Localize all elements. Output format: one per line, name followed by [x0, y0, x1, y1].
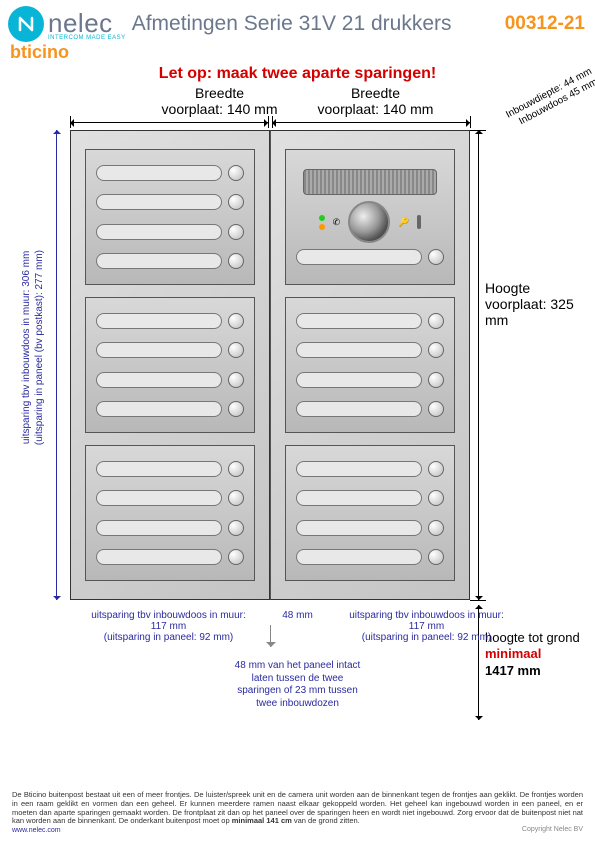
recess-left: uitsparing tbv inbouwdoos in muur: 117 m…	[84, 610, 254, 643]
led-green-icon	[319, 215, 325, 221]
phone-icon: ✆	[333, 217, 341, 228]
dim-height-left	[56, 130, 57, 600]
logo-container: nelec INTERCOM MADE EASY	[8, 6, 126, 42]
warning-text: Let op: maak twee aparte sparingen!	[0, 65, 595, 83]
brand-nelec-sub: INTERCOM MADE EASY	[48, 35, 126, 41]
speaker-grill-icon	[303, 169, 436, 195]
left-recess-label: uitsparing tbv inbouwdoos in muur: 306 m…	[20, 250, 46, 445]
below-recess-labels: uitsparing tbv inbouwdoos in muur: 117 m…	[0, 610, 595, 643]
footer-site: www.nelec.com	[12, 827, 61, 834]
module-camera: ✆ 🔑	[285, 149, 455, 285]
camera-icon	[348, 201, 390, 243]
recess-right: uitsparing tbv inbouwdoos in muur: 117 m…	[342, 610, 512, 643]
intercom-diagram: ✆ 🔑	[70, 130, 470, 600]
width-left: Breedtevoorplaat: 140 mm	[162, 85, 278, 117]
product-code: 00312-21	[505, 13, 585, 35]
header: nelec INTERCOM MADE EASY Afmetingen Seri…	[0, 0, 595, 44]
panel-left	[70, 130, 270, 600]
nelec-logo-icon	[8, 6, 44, 42]
gap-arrow-icon	[270, 625, 271, 647]
dim-height-right	[478, 130, 479, 600]
mic-icon	[417, 215, 421, 229]
page-title: Afmetingen Serie 31V 21 drukkers	[132, 12, 499, 36]
module-l2	[85, 297, 255, 433]
module-l1	[85, 149, 255, 285]
module-r3	[285, 445, 455, 581]
width-right: Breedtevoorplaat: 140 mm	[318, 85, 434, 117]
module-r2	[285, 297, 455, 433]
module-l3	[85, 445, 255, 581]
height-label: Hoogte voorplaat: 325 mm	[485, 280, 595, 328]
led-orange-icon	[319, 224, 325, 230]
dim-width-left	[70, 122, 268, 123]
footer-copyright: Copyright Nelec BV	[522, 826, 583, 834]
gap-label: 48 mm	[274, 610, 322, 643]
key-icon: 🔑	[398, 217, 409, 228]
footer-text: De Bticino buitenpost bestaat uit een of…	[12, 791, 583, 835]
panel-right: ✆ 🔑	[270, 130, 470, 600]
brand-bticino: bticino	[10, 42, 595, 63]
gap-note: 48 mm van het paneel intact laten tussen…	[0, 660, 595, 710]
dim-width-right	[272, 122, 470, 123]
